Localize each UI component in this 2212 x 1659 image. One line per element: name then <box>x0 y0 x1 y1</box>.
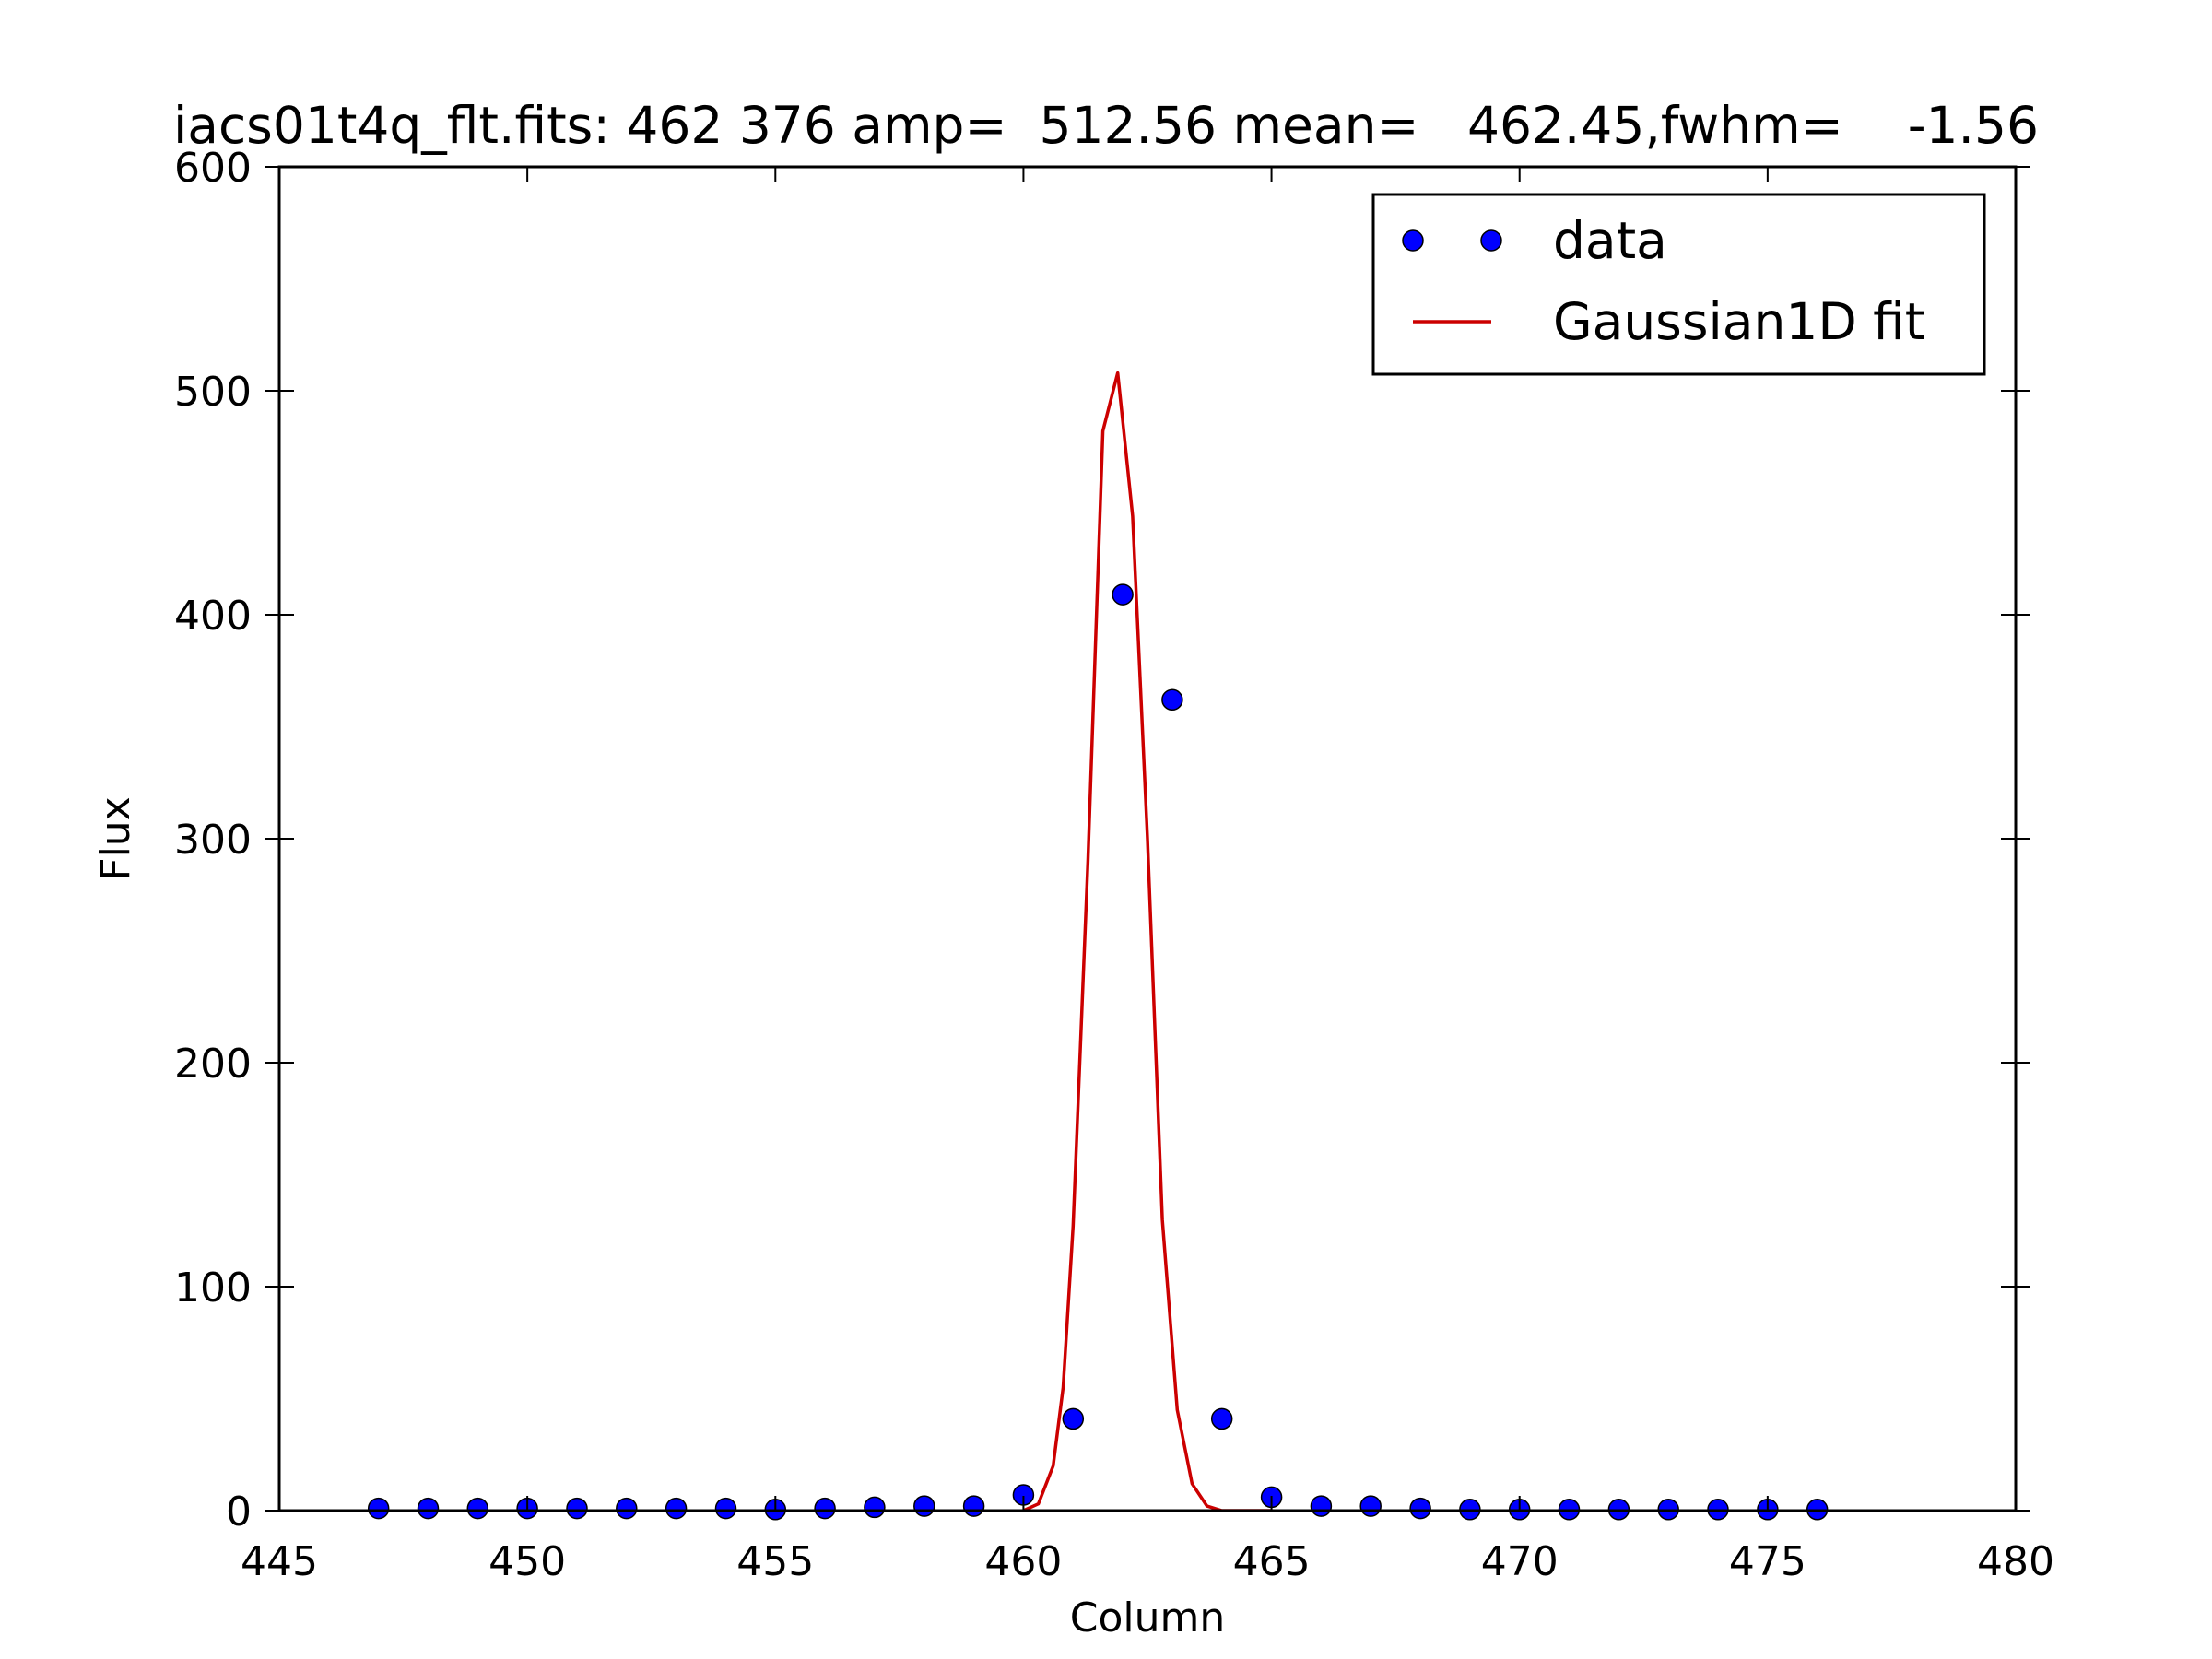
legend-entry-label: Gaussian1D fit <box>1553 292 1924 351</box>
data-point <box>913 1495 935 1517</box>
y-tick-label: 600 <box>174 145 252 192</box>
data-point <box>1359 1495 1382 1517</box>
legend-entry-label: data <box>1553 211 1667 270</box>
data-point <box>714 1497 737 1520</box>
data-point <box>814 1497 836 1520</box>
fit-line-series <box>1022 371 1272 1512</box>
data-point <box>665 1497 688 1520</box>
x-tick-label: 465 <box>1233 1538 1311 1585</box>
data-point <box>1310 1495 1333 1517</box>
data-point <box>417 1497 440 1520</box>
legend-box <box>1371 193 1986 376</box>
y-tick-label: 100 <box>174 1265 252 1312</box>
data-point <box>1161 688 1183 712</box>
axis-ticks: 445 450 455 460 465 470 475 480 0 100 200 300 400 500… <box>174 145 2054 1585</box>
x-tick-label: 455 <box>736 1538 814 1585</box>
data-point <box>616 1497 638 1520</box>
data-point <box>1210 1407 1233 1430</box>
legend: data Gaussian1D fit <box>1371 193 1986 376</box>
x-tick-label: 470 <box>1481 1538 1559 1585</box>
y-tick-label: 200 <box>174 1041 252 1088</box>
y-tick-label: 300 <box>174 817 252 864</box>
data-point <box>466 1497 489 1520</box>
plot-area <box>367 371 1829 1521</box>
chart-title: iacs01t4q_flt.fits: 462 376 amp= 512.56 … <box>173 96 2039 155</box>
data-point <box>864 1496 886 1519</box>
y-tick-label: 0 <box>226 1488 252 1535</box>
legend-marker <box>1402 229 1424 252</box>
y-axis-label: Flux <box>92 796 139 880</box>
data-point <box>962 1495 985 1517</box>
data-point <box>367 1497 390 1520</box>
x-tick-label: 445 <box>241 1538 318 1585</box>
y-tick-label: 400 <box>174 593 252 640</box>
data-point <box>1112 583 1134 606</box>
x-tick-label: 450 <box>488 1538 566 1585</box>
data-point <box>1062 1407 1085 1430</box>
x-tick-label: 460 <box>984 1538 1062 1585</box>
x-tick-label: 480 <box>1977 1538 2054 1585</box>
x-tick-label: 475 <box>1729 1538 1806 1585</box>
data-point <box>566 1497 588 1520</box>
data-point <box>1409 1497 1431 1520</box>
x-axis-label: Column <box>1070 1594 1226 1641</box>
legend-marker <box>1480 229 1502 252</box>
y-tick-label: 500 <box>174 369 252 416</box>
